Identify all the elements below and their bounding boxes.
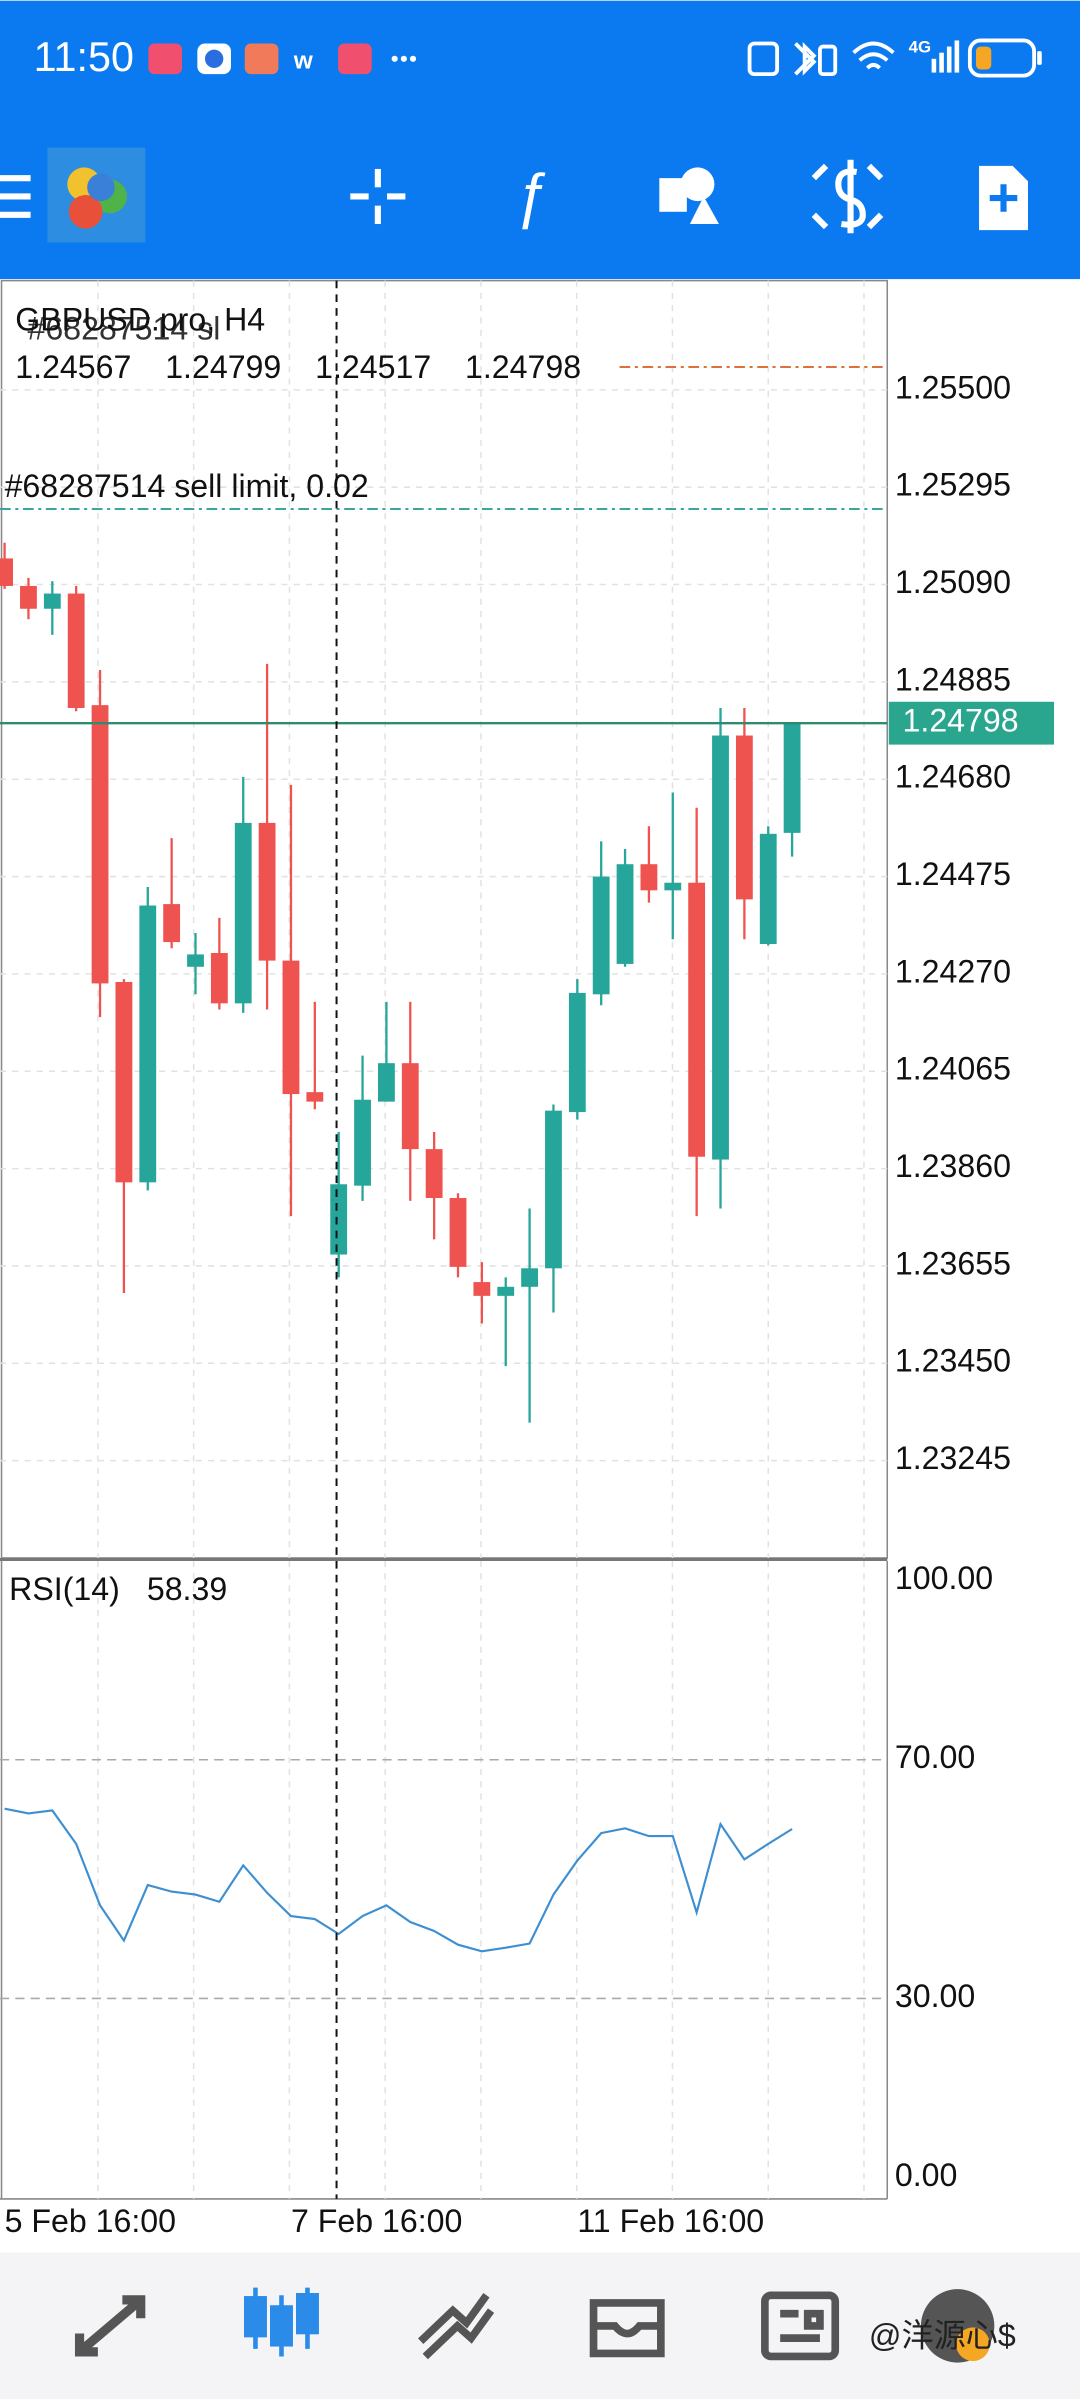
vertical-grid xyxy=(97,280,865,2199)
candle-body xyxy=(783,723,801,833)
ohlc-low: 1.24517 xyxy=(315,349,431,385)
candle-body xyxy=(640,864,658,891)
chart-title: GBPUSD.pro, H4 xyxy=(15,301,265,337)
candle-body xyxy=(521,1268,539,1287)
candle-body xyxy=(139,905,157,1183)
x-tick-label: 11 Feb 16:00 xyxy=(577,2203,764,2239)
objects-button[interactable] xyxy=(659,167,719,225)
candle-body xyxy=(449,1198,467,1267)
candle-body xyxy=(688,882,706,1157)
y-tick-label: 1.24065 xyxy=(895,1051,1011,1087)
nav-quotes[interactable] xyxy=(74,2295,146,2357)
y-tick-label: 1.23860 xyxy=(895,1148,1011,1184)
status-time: 11:50 xyxy=(34,34,134,80)
y-tick-label: 1.25295 xyxy=(895,467,1011,503)
candle-body xyxy=(115,981,133,1183)
candle-body xyxy=(282,960,300,1095)
candle-body xyxy=(425,1149,443,1199)
y-tick-label: 30.00 xyxy=(895,1978,975,2014)
y-tick-label: 1.24475 xyxy=(895,856,1011,892)
candle-body xyxy=(330,1184,348,1255)
candle-body xyxy=(187,954,204,967)
candle-body xyxy=(91,705,109,984)
x-tick-label: 5 Feb 16:00 xyxy=(5,2203,176,2239)
y-tick-label: 1.23450 xyxy=(895,1343,1011,1379)
candle-body xyxy=(545,1110,562,1269)
nav-news[interactable] xyxy=(761,2291,840,2361)
candle-body xyxy=(712,735,729,1160)
candle-body xyxy=(568,992,586,1113)
ohlc-open: 1.24567 xyxy=(15,349,131,385)
battery-icon xyxy=(967,38,1042,78)
candle-body xyxy=(497,1286,515,1296)
candle-body xyxy=(20,585,37,609)
y-tick-label: 1.23245 xyxy=(895,1440,1011,1476)
candle-body xyxy=(473,1282,491,1296)
order-label: #68287514 sell limit, 0.02 xyxy=(5,468,369,504)
nav-trade[interactable] xyxy=(418,2293,495,2360)
y-tick-label: 70.00 xyxy=(895,1739,975,1775)
status-icons xyxy=(747,41,895,77)
candle-body xyxy=(306,1092,324,1102)
indicator-line xyxy=(4,1807,793,1953)
candle-body xyxy=(0,558,14,586)
nav-history[interactable] xyxy=(589,2299,665,2358)
current-price-label: 1.24798 xyxy=(903,703,1019,739)
y-tick-label: 1.25090 xyxy=(895,564,1011,600)
candle-body xyxy=(735,735,753,900)
indicators-button[interactable]: ƒ xyxy=(514,161,548,230)
chart-layer: 1.25500 1.25295 1.25090 1.24885 1.24680 1.244… xyxy=(0,366,1054,2239)
new-order-button[interactable] xyxy=(979,165,1028,231)
y-tick-label: 0.00 xyxy=(895,2157,958,2193)
crosshair-button[interactable] xyxy=(350,168,406,225)
indicator-value: 58.39 xyxy=(147,1571,227,1607)
candle-body xyxy=(234,822,252,1004)
watermark: @洋源心$ xyxy=(869,2318,1016,2354)
order-label: #68287514 sl xyxy=(28,311,221,347)
candle-body xyxy=(759,833,777,944)
y-tick-label: 1.24885 xyxy=(895,661,1011,697)
trade-button[interactable] xyxy=(811,159,884,234)
svg-text:w: w xyxy=(293,47,314,74)
y-tick-label: 1.24270 xyxy=(895,953,1011,989)
current-price-box xyxy=(888,701,1054,745)
candle-body xyxy=(163,904,181,943)
candle-body xyxy=(616,864,634,964)
candle-body xyxy=(67,593,85,708)
candle-body xyxy=(401,1063,419,1150)
ohlc-close: 1.24798 xyxy=(465,349,581,385)
candle-body xyxy=(43,593,61,609)
watermark-badge xyxy=(956,2327,990,2362)
candle-body xyxy=(592,876,610,995)
network-type: 4G xyxy=(909,38,931,57)
notification-icons: w xyxy=(148,43,417,74)
menu-button[interactable] xyxy=(0,175,31,218)
x-tick-label: 7 Feb 16:00 xyxy=(291,2203,462,2239)
nav-chart[interactable] xyxy=(243,2287,319,2357)
candle-body xyxy=(210,953,228,1004)
y-tick-label: 100.00 xyxy=(895,1560,993,1596)
indicator-name: RSI(14) xyxy=(9,1571,120,1607)
y-tick-label: 1.24680 xyxy=(895,759,1011,795)
bottom-nav xyxy=(0,2252,1080,2400)
candle-body xyxy=(354,1099,371,1186)
y-tick-label: 1.25500 xyxy=(895,369,1011,405)
candle-body xyxy=(664,882,682,891)
y-tick-label: 1.23655 xyxy=(895,1245,1011,1281)
candle-body xyxy=(258,822,276,961)
candle-body xyxy=(378,1063,395,1102)
app-logo[interactable] xyxy=(47,147,146,243)
signal-bars xyxy=(931,40,960,73)
ohlc-high: 1.24799 xyxy=(165,349,281,385)
